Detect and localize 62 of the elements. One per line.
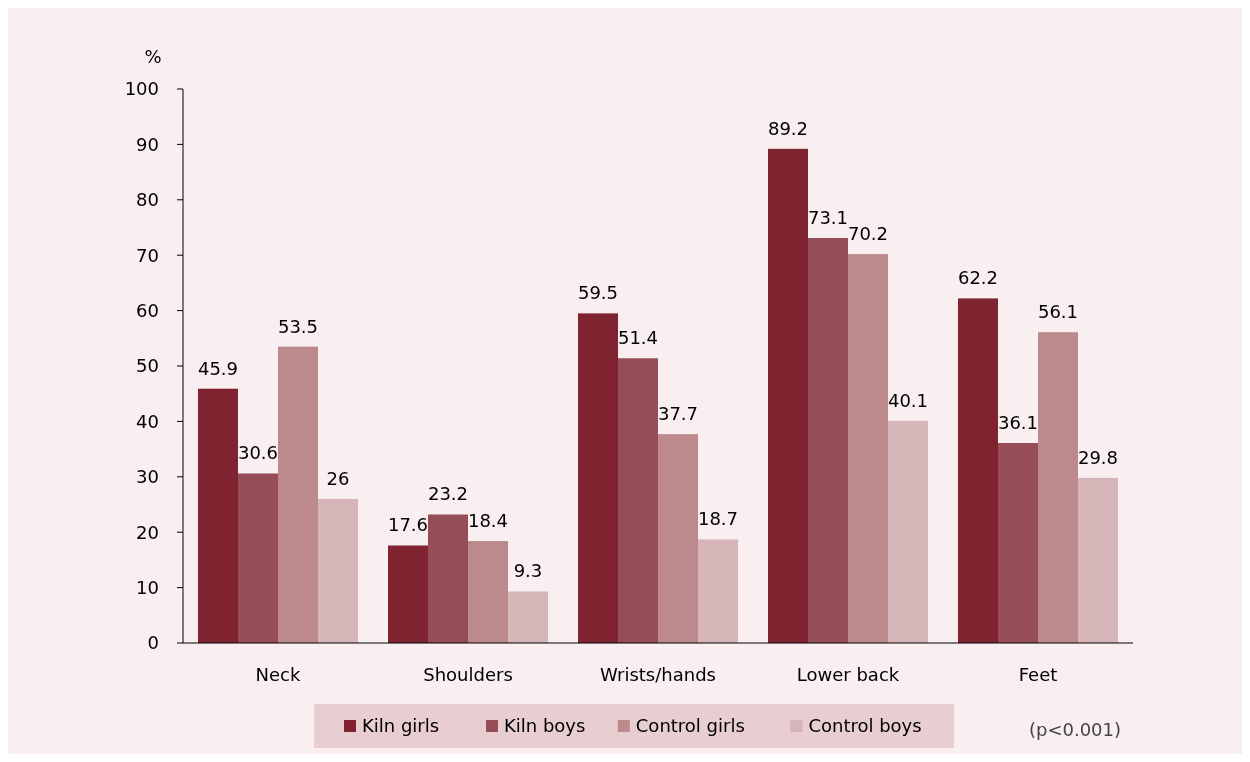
x-tick-label: Feet bbox=[1018, 664, 1058, 685]
data-label: 56.1 bbox=[1037, 301, 1079, 323]
legend-label: Kiln boys bbox=[504, 715, 586, 737]
bar bbox=[388, 545, 429, 643]
x-tick-label: Shoulders bbox=[423, 664, 513, 685]
y-tick-label: 30 bbox=[136, 466, 159, 488]
data-label: 53.5 bbox=[277, 315, 319, 337]
bar bbox=[468, 541, 508, 643]
bar bbox=[428, 514, 468, 643]
bar bbox=[198, 388, 239, 643]
data-label: 59.5 bbox=[577, 282, 619, 304]
y-tick-label: 50 bbox=[136, 355, 159, 377]
bar bbox=[508, 591, 548, 643]
bar bbox=[848, 254, 888, 643]
y-tick-label: 10 bbox=[136, 576, 159, 598]
bar bbox=[238, 473, 278, 643]
y-tick-label: 60 bbox=[136, 299, 159, 321]
data-label: 29.8 bbox=[1077, 446, 1119, 468]
bar bbox=[808, 238, 848, 643]
bar bbox=[318, 498, 358, 643]
legend-label: Control boys bbox=[808, 715, 922, 737]
bar bbox=[1077, 477, 1118, 643]
y-tick-label: 70 bbox=[136, 244, 159, 266]
text: (p<0.001) bbox=[1028, 719, 1122, 740]
x-tick-label: Neck bbox=[255, 664, 302, 685]
bar bbox=[998, 443, 1038, 643]
bar bbox=[578, 313, 619, 643]
bar bbox=[958, 298, 999, 643]
bar bbox=[768, 148, 809, 643]
bar bbox=[658, 434, 698, 643]
data-label: 62.2 bbox=[957, 267, 999, 289]
legend-label: Control girls bbox=[635, 715, 745, 737]
x-tick-label: Wrists/hands bbox=[600, 664, 716, 685]
bar bbox=[618, 358, 658, 643]
y-tick-label: 80 bbox=[136, 189, 159, 211]
bar bbox=[888, 420, 928, 643]
data-label: 23.2 bbox=[427, 483, 469, 505]
data-label: 89.2 bbox=[767, 117, 809, 139]
bar bbox=[278, 346, 318, 643]
x-tick-label: Lower back bbox=[796, 664, 900, 685]
y-tick-label: 90 bbox=[136, 133, 159, 155]
data-label: 36.1 bbox=[997, 412, 1039, 434]
legend-label: Kiln girls bbox=[362, 715, 440, 737]
data-label: 26 bbox=[326, 467, 350, 489]
y-tick-label: 100 bbox=[124, 78, 159, 100]
data-label: 40.1 bbox=[887, 389, 929, 411]
data-label: 73.1 bbox=[807, 207, 849, 229]
data-label: 30.6 bbox=[237, 442, 279, 464]
y-tick-label: 20 bbox=[136, 521, 159, 543]
data-label: 18.4 bbox=[467, 510, 509, 532]
y-tick-label: 0 bbox=[147, 632, 159, 654]
data-label: 17.6 bbox=[387, 514, 429, 536]
data-label: 18.7 bbox=[697, 508, 739, 530]
data-label: 37.7 bbox=[657, 403, 699, 425]
data-label: 51.4 bbox=[617, 327, 659, 349]
data-label: 45.9 bbox=[197, 357, 239, 379]
y-axis-title: % bbox=[144, 46, 162, 67]
bar bbox=[1038, 332, 1078, 643]
bar bbox=[698, 539, 738, 643]
y-tick-label: 40 bbox=[136, 410, 159, 432]
data-label: 70.2 bbox=[847, 223, 889, 245]
data-label: 9.3 bbox=[513, 560, 543, 582]
